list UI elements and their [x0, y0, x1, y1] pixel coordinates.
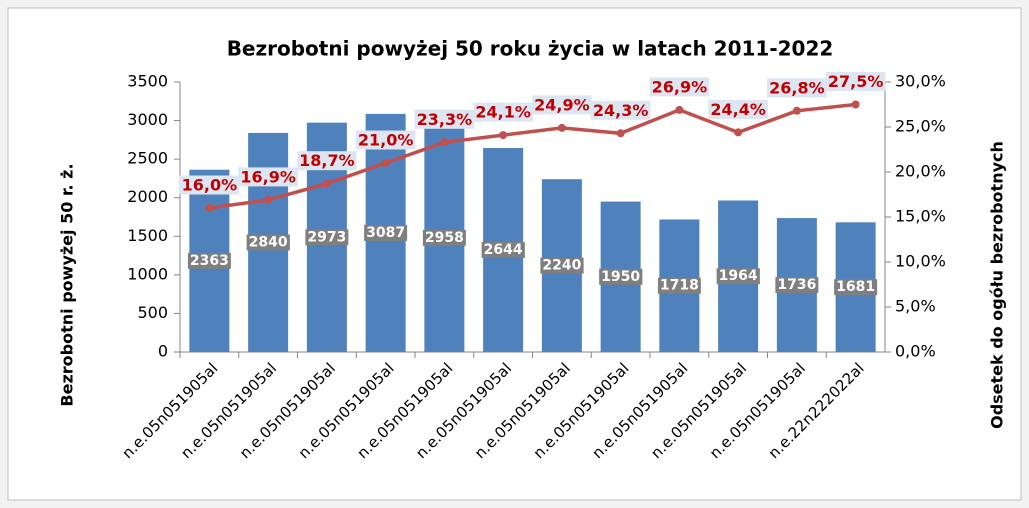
line-label-box: [825, 72, 886, 91]
line-label-box: [179, 175, 240, 195]
bar-value-label: 1950: [601, 269, 640, 285]
bar-value-label: 2973: [307, 229, 346, 245]
bar-value-label: 2240: [542, 258, 581, 274]
y-tick-label: 1000: [127, 264, 168, 283]
line-label-box: [649, 77, 710, 97]
y-tick-label: 1500: [127, 226, 168, 245]
y2-tick-label: 0,0%: [895, 342, 936, 361]
y2-tick-label: 25,0%: [895, 117, 946, 136]
point: [675, 105, 684, 114]
bar-label-box: [246, 234, 290, 251]
line-value-label: 24,3%: [593, 101, 649, 120]
bar-value-label: 1718: [660, 278, 699, 294]
bar-label-box: [657, 277, 701, 294]
point: [264, 195, 273, 204]
line-label-box: [238, 167, 298, 187]
bar-value-label: 1964: [719, 268, 758, 284]
bar-label-box: [834, 279, 878, 296]
bar-label-box: [305, 229, 349, 246]
line-label-box: [297, 151, 357, 171]
bar-value-label: 1681: [836, 279, 875, 295]
bar-label-box: [422, 229, 466, 246]
y2-axis-label: Odsetek do ogółu bezrobotnych: [988, 141, 1007, 429]
bar-value-label: 2363: [190, 253, 229, 269]
point: [499, 131, 508, 140]
line-value-label: 27,5%: [828, 72, 884, 91]
bar-value-label: 1736: [777, 277, 816, 293]
line-label-box: [590, 100, 651, 120]
y-tick-label: 3500: [127, 72, 168, 91]
y2-tick-label: 5,0%: [895, 297, 936, 316]
line-label-box: [414, 109, 475, 129]
line-value-label: 26,8%: [769, 78, 825, 97]
y-tick-label: 500: [137, 303, 168, 322]
y2-tick-label: 15,0%: [895, 207, 946, 226]
line-label-box: [473, 102, 533, 122]
bar-label-box: [716, 268, 760, 285]
line-label-box: [532, 95, 592, 115]
y-tick-label: 0: [158, 342, 168, 361]
line-label-box: [355, 130, 416, 150]
y2-tick-label: 30,0%: [895, 72, 946, 91]
y-axis-label: Bezrobotni powyżej 50 r. ż.: [58, 163, 77, 406]
line-value-label: 16,0%: [182, 176, 238, 195]
bar-label-box: [599, 268, 643, 285]
line-value-label: 21,0%: [358, 131, 414, 150]
y2-tick-label: 10,0%: [895, 252, 946, 271]
line-value-label: 24,9%: [534, 95, 590, 114]
line-value-label: 18,7%: [299, 151, 355, 170]
line-value-label: 23,3%: [417, 110, 473, 129]
point: [322, 179, 331, 188]
point: [616, 129, 625, 138]
bar-value-label: 2644: [484, 242, 523, 258]
point: [734, 128, 743, 137]
bar-value-label: 2840: [249, 234, 288, 250]
line-value-label: 24,4%: [710, 100, 766, 119]
line-label-box: [767, 78, 827, 98]
bar-label-box: [775, 277, 819, 294]
bar-value-label: 2958: [425, 230, 464, 246]
bar-label-box: [481, 242, 525, 259]
point: [851, 100, 860, 109]
y-tick-label: 2500: [127, 149, 168, 168]
line: [209, 102, 856, 210]
y2-tick-label: 20,0%: [895, 162, 946, 181]
line-value-label: 24,1%: [475, 103, 531, 122]
bar-label-box: [364, 224, 408, 241]
bar-label-box: [187, 252, 231, 269]
point: [440, 138, 449, 147]
bar-value-label: 3087: [366, 225, 405, 241]
chart-title: Bezrobotni powyżej 50 roku życia w latac…: [227, 37, 834, 61]
line-label-box: [708, 99, 768, 119]
line-value-label: 16,9%: [240, 167, 296, 186]
bar-label-box: [540, 257, 584, 274]
y-tick-label: 3000: [127, 110, 168, 129]
point: [381, 159, 390, 167]
point: [557, 123, 566, 132]
line-value-label: 26,9%: [652, 77, 708, 96]
point: [792, 106, 801, 115]
y-tick-label: 2000: [127, 187, 168, 206]
point: [205, 204, 214, 212]
